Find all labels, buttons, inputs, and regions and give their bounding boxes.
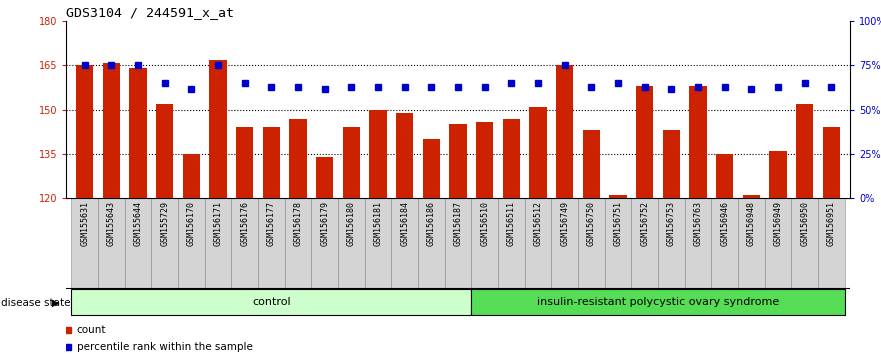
Text: GSM156177: GSM156177 [267, 201, 276, 246]
Bar [583, 130, 600, 198]
Bar [765, 198, 791, 289]
Text: GSM156950: GSM156950 [800, 201, 810, 246]
Bar [712, 198, 738, 289]
Bar [823, 127, 840, 198]
Text: GSM156178: GSM156178 [293, 201, 302, 246]
Text: GSM156750: GSM156750 [587, 201, 596, 246]
Text: ▶: ▶ [52, 298, 60, 308]
Bar [525, 198, 552, 289]
Bar [156, 104, 174, 198]
Bar [552, 198, 578, 289]
Bar [449, 125, 467, 198]
Bar [476, 121, 493, 198]
Text: disease state: disease state [1, 298, 70, 308]
Bar [791, 198, 818, 289]
Bar [471, 198, 498, 289]
Text: GSM155729: GSM155729 [160, 201, 169, 246]
Bar [663, 130, 680, 198]
Bar [578, 198, 604, 289]
Bar [610, 195, 626, 198]
Text: GSM156946: GSM156946 [721, 201, 729, 246]
Bar [210, 59, 226, 198]
Bar [182, 154, 200, 198]
Bar [503, 119, 520, 198]
Text: GSM155643: GSM155643 [107, 201, 116, 246]
Text: GSM156510: GSM156510 [480, 201, 489, 246]
Text: GSM156749: GSM156749 [560, 201, 569, 246]
Text: GSM156951: GSM156951 [827, 201, 836, 246]
FancyBboxPatch shape [71, 289, 471, 315]
Text: control: control [252, 297, 291, 307]
Bar [204, 198, 232, 289]
FancyBboxPatch shape [471, 289, 845, 315]
Text: GSM156949: GSM156949 [774, 201, 782, 246]
Bar [365, 198, 391, 289]
Bar [178, 198, 204, 289]
Bar [369, 110, 387, 198]
Bar [125, 198, 152, 289]
Bar [263, 127, 280, 198]
Bar [103, 63, 120, 198]
Text: GSM156187: GSM156187 [454, 201, 463, 246]
Text: GSM156763: GSM156763 [693, 201, 703, 246]
Bar [604, 198, 632, 289]
Bar [418, 198, 445, 289]
Bar [391, 198, 418, 289]
Bar [818, 198, 845, 289]
Text: GSM156179: GSM156179 [321, 201, 329, 246]
Bar [396, 113, 413, 198]
Bar [498, 198, 525, 289]
Text: GDS3104 / 244591_x_at: GDS3104 / 244591_x_at [66, 6, 234, 19]
Text: GSM156511: GSM156511 [507, 201, 516, 246]
Bar [636, 86, 654, 198]
Bar [258, 198, 285, 289]
Bar [632, 198, 658, 289]
Text: GSM156751: GSM156751 [614, 201, 623, 246]
Text: GSM156753: GSM156753 [667, 201, 676, 246]
Text: GSM156184: GSM156184 [400, 201, 410, 246]
Text: GSM156170: GSM156170 [187, 201, 196, 246]
Bar [285, 198, 312, 289]
Bar [232, 198, 258, 289]
Bar [738, 198, 765, 289]
Text: GSM156176: GSM156176 [241, 201, 249, 246]
Bar [529, 107, 547, 198]
Bar [690, 86, 707, 198]
Bar [716, 154, 734, 198]
Text: GSM155631: GSM155631 [80, 201, 89, 246]
Text: GSM155644: GSM155644 [134, 201, 143, 246]
Bar [343, 127, 360, 198]
Text: insulin-resistant polycystic ovary syndrome: insulin-resistant polycystic ovary syndr… [537, 297, 780, 307]
Text: GSM156171: GSM156171 [213, 201, 223, 246]
Text: count: count [77, 325, 106, 335]
Bar [71, 198, 98, 289]
Bar [445, 198, 471, 289]
Bar [423, 139, 440, 198]
Bar [556, 65, 574, 198]
Bar [769, 151, 787, 198]
Bar [338, 198, 365, 289]
Text: GSM156512: GSM156512 [534, 201, 543, 246]
Bar [98, 198, 125, 289]
Bar [316, 157, 333, 198]
Bar [152, 198, 178, 289]
Text: GSM156752: GSM156752 [640, 201, 649, 246]
Bar [658, 198, 685, 289]
Bar [236, 127, 254, 198]
Text: percentile rank within the sample: percentile rank within the sample [77, 342, 253, 352]
Bar [743, 195, 760, 198]
Text: GSM156186: GSM156186 [427, 201, 436, 246]
Text: GSM156180: GSM156180 [347, 201, 356, 246]
Bar [76, 65, 93, 198]
Text: GSM156181: GSM156181 [374, 201, 382, 246]
Bar [130, 68, 147, 198]
Bar [685, 198, 712, 289]
Text: GSM156948: GSM156948 [747, 201, 756, 246]
Bar [796, 104, 813, 198]
Bar [312, 198, 338, 289]
Bar [290, 119, 307, 198]
